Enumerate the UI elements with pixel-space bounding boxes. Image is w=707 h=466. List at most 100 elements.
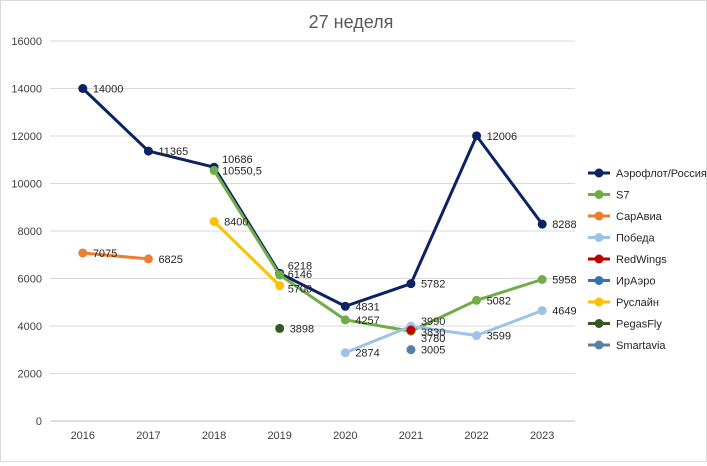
data-labels: 14000 11365 10686 6218 4831 5782 12006 8288 1055… — [93, 84, 577, 360]
data-label: 8400 — [224, 217, 248, 229]
legend-swatch-marker — [594, 254, 604, 264]
data-label: 3898 — [290, 323, 314, 335]
data-label: 3005 — [421, 345, 445, 357]
data-label: 10550,5 — [222, 165, 262, 177]
data-label: 11365 — [158, 146, 188, 158]
x-tick-label: 2022 — [464, 430, 488, 442]
data-label: 3780 — [421, 333, 445, 345]
legend-label: Аэрофлот/Россия — [616, 168, 706, 180]
x-tick-label: 2016 — [71, 430, 95, 442]
legend-item: RedWings — [588, 254, 667, 266]
data-point — [406, 345, 416, 355]
data-label: 5958 — [552, 274, 576, 286]
y-tick-label: 14000 — [11, 84, 42, 96]
data-point — [472, 131, 482, 141]
legend: Аэрофлот/Россия S7 СарАвиа Победа RedWings Ир… — [588, 168, 707, 352]
data-point — [472, 295, 482, 305]
legend-label: Победа — [616, 233, 655, 245]
y-tick-label: 0 — [36, 416, 42, 428]
data-point — [78, 84, 88, 93]
x-tick-label: 2019 — [267, 430, 291, 442]
series-line — [212, 220, 282, 288]
data-point — [406, 279, 416, 289]
data-point — [537, 306, 547, 316]
series-line — [212, 168, 544, 333]
y-tick-label: 10000 — [11, 179, 42, 191]
legend-item: Руслайн — [588, 297, 659, 309]
legend-swatch-marker — [594, 276, 604, 285]
data-label: 3990 — [421, 316, 445, 328]
data-point — [340, 348, 350, 358]
y-tick-label: 8000 — [18, 226, 42, 238]
data-label: 6218 — [288, 260, 312, 272]
data-label: 4649 — [552, 306, 576, 318]
series-line — [81, 87, 544, 308]
y-axis: 0 2000 4000 6000 8000 10000 12000 14000 16000 — [11, 36, 42, 428]
data-point — [275, 281, 285, 291]
data-label: 4257 — [355, 315, 379, 327]
y-tick-label: 4000 — [18, 321, 42, 333]
data-label: 8288 — [552, 219, 576, 231]
data-label: 4831 — [355, 301, 379, 313]
y-tick-label: 6000 — [18, 274, 42, 286]
data-label: 10686 — [222, 154, 253, 166]
data-label: 7075 — [93, 248, 117, 260]
legend-label: S7 — [616, 190, 629, 202]
data-point — [209, 165, 219, 175]
data-label: 5082 — [487, 295, 511, 307]
legend-swatch-marker — [594, 233, 604, 242]
series-layer — [78, 84, 547, 358]
data-label: 2874 — [355, 348, 379, 360]
series-5 — [406, 325, 416, 335]
series-line — [343, 309, 544, 355]
legend-label: СарАвиа — [616, 211, 663, 223]
data-point — [537, 274, 547, 284]
x-axis: 2016 2017 2018 2019 2020 2021 2022 2023 — [71, 430, 555, 442]
data-point — [143, 146, 153, 156]
legend-label: Руслайн — [616, 297, 659, 309]
data-label: 3830 — [421, 327, 445, 339]
x-tick-label: 2017 — [136, 430, 160, 442]
chart-title: 27 неделя — [309, 12, 394, 32]
x-tick-label: 2021 — [399, 430, 423, 442]
series-1 — [78, 84, 547, 311]
legend-swatch-marker — [594, 319, 604, 328]
data-label: 6146 — [288, 269, 312, 281]
x-tick-label: 2020 — [333, 430, 357, 442]
legend-swatch-marker — [594, 190, 604, 199]
data-point — [275, 270, 285, 280]
legend-item: Smartavia — [588, 340, 666, 352]
data-label: 3599 — [487, 331, 511, 343]
data-label: 5782 — [421, 279, 445, 291]
data-label: 14000 — [93, 84, 124, 96]
legend-item: СарАвиа — [588, 211, 663, 223]
data-label: 12006 — [487, 131, 518, 143]
data-point — [209, 217, 219, 226]
grid — [50, 40, 575, 422]
data-point — [78, 248, 88, 258]
series-7 — [209, 217, 285, 291]
legend-swatch-marker — [594, 168, 604, 178]
y-tick-label: 2000 — [18, 369, 42, 381]
series-2 — [209, 165, 547, 336]
data-point — [406, 325, 416, 335]
x-tick-label: 2018 — [202, 430, 226, 442]
legend-swatch-marker — [594, 211, 604, 221]
data-point — [537, 219, 547, 229]
y-tick-label: 12000 — [11, 131, 42, 143]
legend-label: Smartavia — [616, 340, 666, 352]
data-label: 5700 — [288, 284, 312, 296]
data-point — [275, 323, 285, 333]
series-9 — [406, 345, 416, 355]
legend-label: PegasFly — [616, 319, 662, 331]
legend-swatch-marker — [594, 297, 604, 307]
data-point — [340, 315, 350, 325]
series-8 — [275, 323, 285, 333]
legend-item: Победа — [588, 233, 655, 245]
legend-swatch-marker — [594, 340, 604, 350]
legend-label: ИрАэро — [616, 276, 655, 288]
series-line — [81, 251, 150, 261]
data-point — [472, 331, 482, 341]
